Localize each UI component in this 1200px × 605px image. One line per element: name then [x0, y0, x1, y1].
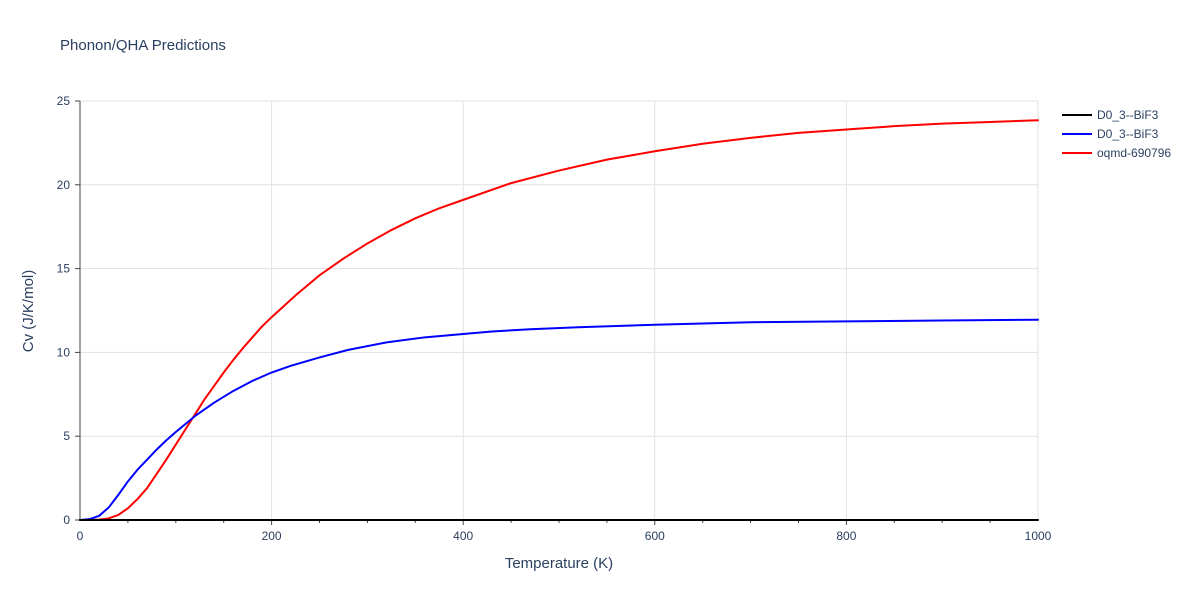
- legend-label: D0_3--BiF3: [1097, 108, 1159, 122]
- x-axis-label: Temperature (K): [505, 555, 613, 572]
- x-tick-label: 800: [836, 529, 856, 543]
- legend-label: D0_3--BiF3: [1097, 127, 1159, 141]
- legend-item-1[interactable]: D0_3--BiF3: [1062, 127, 1159, 141]
- y-tick-label: 15: [57, 262, 71, 276]
- series-line-1: [79, 318, 1039, 521]
- x-tick-label: 400: [453, 529, 473, 543]
- y-tick-label: 20: [57, 178, 71, 192]
- grid: [79, 100, 1039, 521]
- y-tick-label: 10: [57, 345, 71, 359]
- legend[interactable]: D0_3--BiF3 D0_3--BiF3 oqmd-690796: [1062, 108, 1171, 160]
- y-tick-label: 5: [63, 429, 70, 443]
- y-tick-label: 0: [63, 513, 70, 527]
- legend-label: oqmd-690796: [1097, 146, 1171, 160]
- series-lines: [79, 119, 1039, 521]
- chart-title: Phonon/QHA Predictions: [60, 37, 226, 54]
- series-line-2: [79, 119, 1039, 521]
- y-tick-label: 25: [57, 94, 71, 108]
- y-axis-ticks: 0 5 10 15 20 25: [57, 94, 80, 527]
- legend-item-0[interactable]: D0_3--BiF3: [1062, 108, 1159, 122]
- x-axis-ticks: 0 200 400 600 800 1000: [77, 520, 1052, 543]
- x-tick-label: 1000: [1025, 529, 1052, 543]
- y-axis-label: Cv (J/K/mol): [20, 270, 37, 353]
- x-tick-label: 0: [77, 529, 84, 543]
- legend-item-2[interactable]: oqmd-690796: [1062, 146, 1171, 160]
- x-tick-label: 600: [645, 529, 665, 543]
- x-tick-label: 200: [262, 529, 282, 543]
